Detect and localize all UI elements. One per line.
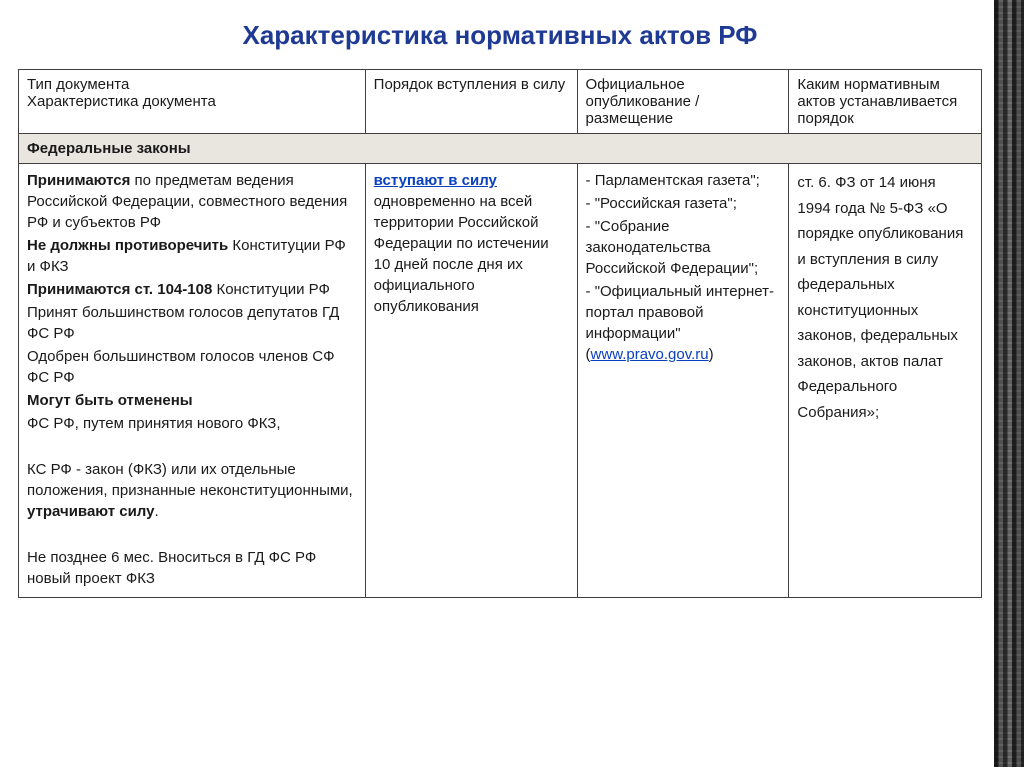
pub-item: - "Собрание законодательства Российской … bbox=[586, 216, 781, 279]
entry-force-link[interactable]: вступают в силу bbox=[374, 172, 497, 189]
decorative-ribbon bbox=[994, 0, 1024, 767]
acts-table: Тип документа Характеристика документа П… bbox=[18, 69, 982, 598]
text-bold: Не должны противоречить bbox=[27, 237, 228, 254]
slide: Характеристика нормативных актов РФ Тип … bbox=[0, 0, 1000, 767]
cell-basis: ст. 6. ФЗ от 14 июня 1994 года № 5-ФЗ «О… bbox=[789, 164, 982, 598]
cell-entry-force: вступают в силу одновременно на всей тер… bbox=[365, 164, 577, 598]
col-header-publication: Официальное опубликование / размещение bbox=[577, 70, 789, 134]
text-bold: Принимаются bbox=[27, 172, 130, 189]
table-header-row: Тип документа Характеристика документа П… bbox=[19, 70, 982, 134]
text: КС РФ - закон (ФКЗ) или их отдельные пол… bbox=[27, 461, 353, 499]
text: Одобрен большинством голосов членов СФ Ф… bbox=[27, 346, 357, 388]
pub-item: - Парламентская газета"; bbox=[586, 170, 781, 191]
col-header-procedure: Порядок вступления в силу bbox=[365, 70, 577, 134]
section-title: Федеральные законы bbox=[19, 134, 982, 164]
page-title: Характеристика нормативных актов РФ bbox=[18, 20, 982, 51]
col-header-type: Тип документа Характеристика документа bbox=[19, 70, 366, 134]
header-line: Характеристика документа bbox=[27, 93, 357, 110]
header-line: Тип документа bbox=[27, 76, 357, 93]
col-header-basis: Каким нормативным актов устанавливается … bbox=[789, 70, 982, 134]
section-row: Федеральные законы bbox=[19, 134, 982, 164]
text-bold: Могут быть отменены bbox=[27, 390, 357, 411]
text: Принят большинством голосов депутатов ГД… bbox=[27, 302, 357, 344]
text-bold: утрачивают силу bbox=[27, 503, 155, 520]
pub-item: - "Российская газета"; bbox=[586, 193, 781, 214]
text: . bbox=[155, 503, 159, 520]
text-bold: Принимаются ст. 104-108 bbox=[27, 281, 212, 298]
cell-publication: - Парламентская газета"; - "Российская г… bbox=[577, 164, 789, 598]
pravo-link[interactable]: www.pravo.gov.ru bbox=[591, 346, 709, 363]
text: одновременно на всей территории Российск… bbox=[374, 193, 549, 315]
table-row: Принимаются по предметам ведения Российс… bbox=[19, 164, 982, 598]
text: ФС РФ, путем принятия нового ФКЗ, bbox=[27, 413, 357, 434]
text: ) bbox=[709, 346, 714, 363]
text: Не позднее 6 мес. Вноситься в ГД ФС РФ н… bbox=[27, 547, 357, 589]
text: Конституции РФ bbox=[212, 281, 330, 298]
cell-characteristics: Принимаются по предметам ведения Российс… bbox=[19, 164, 366, 598]
